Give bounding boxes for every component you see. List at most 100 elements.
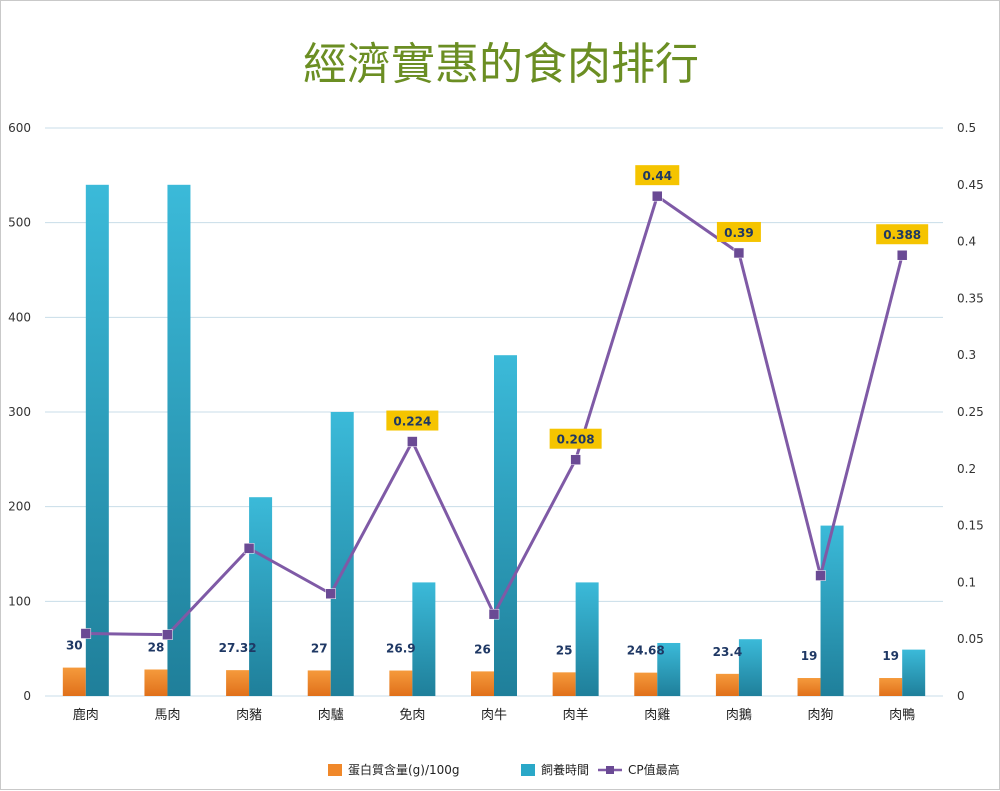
left-tick-label: 500 bbox=[8, 216, 31, 230]
time-bar bbox=[85, 184, 109, 697]
category-label: 馬肉 bbox=[154, 708, 180, 723]
protein-bar bbox=[715, 673, 739, 696]
time-bar bbox=[167, 184, 191, 697]
legend: 蛋白質含量(g)/100g 飼養時間 CP值最高 bbox=[328, 762, 680, 777]
legend-label: 蛋白質含量(g)/100g bbox=[348, 762, 460, 777]
bar-series bbox=[62, 184, 926, 697]
protein-data-label: 19 bbox=[801, 649, 818, 663]
protein-data-label: 27 bbox=[311, 641, 328, 655]
callout: 0.39 bbox=[716, 221, 761, 242]
right-tick-label: 0 bbox=[957, 689, 965, 703]
protein-data-label: 26 bbox=[474, 642, 491, 656]
time-bar bbox=[575, 582, 599, 696]
legend-swatch bbox=[328, 764, 342, 776]
time-bar bbox=[330, 412, 354, 696]
cp-point bbox=[80, 628, 92, 639]
callout-box bbox=[635, 165, 680, 186]
protein-data-label: 23.4 bbox=[713, 645, 743, 659]
protein-data-label: 28 bbox=[148, 640, 165, 654]
category-label: 肉鵝 bbox=[726, 708, 752, 723]
cp-point bbox=[407, 436, 418, 447]
legend-swatch bbox=[521, 764, 535, 776]
protein-data-label: 27.32 bbox=[219, 641, 257, 655]
protein-data-label: 24.68 bbox=[627, 644, 665, 658]
time-bar bbox=[494, 355, 517, 696]
protein-bar bbox=[797, 678, 821, 696]
protein-data-label: 30 bbox=[66, 639, 83, 653]
protein-bar bbox=[226, 670, 250, 696]
protein-data-label: 19 bbox=[882, 649, 899, 663]
left-tick-label: 100 bbox=[8, 594, 31, 608]
callout-label: 0.224 bbox=[393, 415, 431, 429]
time-bar bbox=[738, 639, 762, 696]
callout-box bbox=[386, 410, 439, 431]
category-label: 鹿肉 bbox=[73, 707, 99, 723]
line-callouts: 0.224 0.208 0.44 0.39 0.388 bbox=[386, 165, 929, 449]
cp-point bbox=[570, 454, 581, 465]
callout-label: 0.388 bbox=[883, 228, 921, 242]
left-tick-label: 200 bbox=[8, 500, 31, 514]
time-bar bbox=[657, 642, 681, 696]
right-tick-label: 0.5 bbox=[957, 121, 976, 135]
right-tick-label: 0.05 bbox=[957, 632, 984, 646]
left-tick-label: 300 bbox=[8, 405, 31, 419]
time-bar bbox=[249, 497, 273, 696]
cp-point bbox=[815, 570, 826, 581]
protein-bar bbox=[634, 672, 658, 696]
legend-item: 蛋白質含量(g)/100g bbox=[328, 762, 460, 777]
callout-box bbox=[716, 221, 761, 242]
callout-box bbox=[876, 224, 929, 245]
left-tick-label: 0 bbox=[23, 689, 31, 703]
category-label: 肉鴨 bbox=[889, 708, 915, 723]
protein-data-label: 25 bbox=[556, 643, 573, 657]
right-tick-label: 0.3 bbox=[957, 348, 976, 362]
cp-point bbox=[162, 629, 173, 640]
category-label: 肉羊 bbox=[563, 707, 589, 723]
cp-point bbox=[896, 249, 908, 261]
left-tick-label: 400 bbox=[8, 310, 31, 324]
left-axis-ticks: 0 100 200 300 400 500 600 bbox=[8, 121, 31, 703]
legend-label: CP值最高 bbox=[628, 762, 680, 777]
category-labels: 鹿肉 馬肉 肉豬 肉驢 免肉 肉牛 肉羊 肉雞 肉鵝 肉狗 肉鴨 bbox=[73, 707, 915, 723]
category-label: 肉雞 bbox=[644, 708, 670, 723]
right-axis-ticks: 0 0.05 0.1 0.15 0.2 0.25 0.3 0.35 0.4 0.45 0.5 bbox=[957, 121, 984, 703]
category-label: 肉豬 bbox=[236, 708, 262, 723]
time-bar bbox=[412, 582, 436, 696]
callout-label: 0.44 bbox=[642, 169, 672, 183]
cp-point bbox=[733, 247, 745, 259]
right-tick-label: 0.25 bbox=[957, 405, 984, 419]
right-tick-label: 0.45 bbox=[957, 178, 984, 192]
protein-bar bbox=[389, 670, 413, 696]
legend-item: CP值最高 bbox=[598, 762, 680, 777]
legend-label: 飼養時間 bbox=[541, 762, 589, 777]
callout: 0.208 bbox=[549, 428, 602, 449]
time-bar bbox=[820, 525, 844, 696]
category-label: 肉牛 bbox=[481, 708, 507, 723]
category-label: 肉驢 bbox=[318, 707, 344, 723]
protein-data-label: 26.9 bbox=[386, 642, 416, 656]
cp-point bbox=[488, 608, 500, 620]
callout-label: 0.39 bbox=[724, 226, 754, 240]
right-tick-label: 0.15 bbox=[957, 519, 984, 533]
time-bar bbox=[902, 649, 926, 696]
legend-marker bbox=[606, 766, 614, 774]
protein-bar bbox=[552, 672, 576, 696]
chart-title: 經濟實惠的食肉排行 bbox=[303, 39, 699, 90]
cp-point bbox=[652, 190, 663, 202]
line-series bbox=[80, 190, 908, 640]
protein-bar bbox=[471, 671, 494, 696]
callout-label: 0.208 bbox=[557, 433, 595, 447]
category-label: 免肉 bbox=[399, 708, 425, 723]
right-tick-label: 0.35 bbox=[957, 291, 984, 305]
callout: 0.44 bbox=[635, 165, 680, 186]
right-tick-label: 0.1 bbox=[957, 575, 976, 589]
cp-point bbox=[325, 588, 336, 600]
right-tick-label: 0.4 bbox=[957, 235, 976, 249]
protein-bar bbox=[307, 670, 331, 696]
left-tick-label: 600 bbox=[8, 121, 31, 135]
callout: 0.224 bbox=[386, 410, 439, 431]
cp-point bbox=[243, 543, 255, 554]
right-tick-label: 0.2 bbox=[957, 462, 976, 476]
